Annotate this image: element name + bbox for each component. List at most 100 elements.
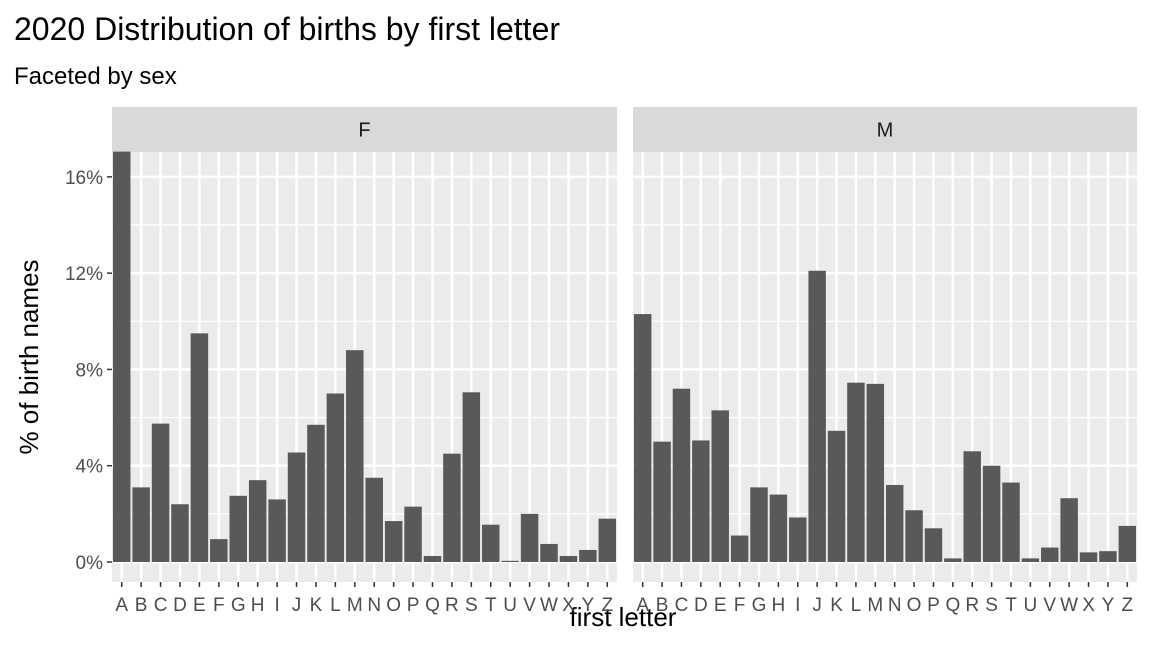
bar-f-r — [443, 453, 461, 562]
bar-f-g — [229, 495, 247, 562]
x-tick-label: C — [154, 595, 168, 616]
bar-f-i — [268, 499, 286, 562]
x-tick-label: M — [867, 595, 883, 616]
x-tick-label: I — [274, 595, 279, 616]
bar-m-j — [808, 270, 826, 562]
bar-f-q — [423, 555, 442, 562]
x-tick-label: F — [213, 595, 225, 616]
x-tick-label: Y — [1102, 595, 1115, 616]
chart-subtitle: Faceted by sex — [14, 63, 177, 90]
bar-f-f — [210, 539, 228, 562]
x-tick-label: X — [1082, 595, 1095, 616]
bar-m-x — [1079, 552, 1098, 562]
x-tick-label: K — [830, 595, 843, 616]
x-tick-label: B — [135, 595, 148, 616]
bar-m-d — [692, 440, 710, 562]
bar-m-f — [730, 535, 749, 562]
y-tick-label: 12% — [65, 264, 103, 285]
bar-f-e — [190, 333, 209, 562]
x-tick-label: D — [173, 595, 187, 616]
x-tick-label: E — [193, 595, 206, 616]
bar-m-q — [944, 558, 962, 562]
y-tick-label: 4% — [76, 457, 104, 478]
bar-m-g — [750, 487, 768, 562]
x-tick-label: R — [445, 595, 459, 616]
bar-m-r — [963, 451, 981, 562]
bar-f-h — [248, 480, 267, 562]
bar-m-h — [769, 494, 788, 562]
x-tick-label: Z — [1122, 595, 1134, 616]
bar-f-j — [287, 452, 306, 562]
y-axis-title: % of birth names — [14, 259, 44, 454]
bar-f-m — [346, 350, 364, 562]
bar-f-d — [171, 504, 189, 562]
bar-f-t — [482, 524, 500, 562]
bar-f-o — [384, 521, 403, 562]
x-tick-label: L — [851, 595, 862, 616]
x-tick-label: I — [795, 595, 800, 616]
bar-m-o — [905, 510, 923, 562]
x-tick-label: O — [386, 595, 401, 616]
y-tick-label: 16% — [65, 168, 103, 189]
bar-f-v — [520, 513, 539, 562]
bar-m-z — [1118, 525, 1137, 562]
x-tick-label: J — [292, 595, 302, 616]
chart-title: 2020 Distribution of births by first let… — [14, 11, 560, 47]
x-tick-label: V — [523, 595, 536, 616]
bar-f-y — [579, 549, 597, 562]
x-tick-label: S — [985, 595, 998, 616]
bar-m-t — [1002, 482, 1020, 562]
x-tick-label: Q — [425, 595, 440, 616]
y-tick-label: 0% — [76, 553, 104, 574]
bar-f-u — [501, 560, 519, 562]
x-tick-label: U — [503, 595, 517, 616]
bar-m-i — [789, 517, 807, 562]
x-tick-label: S — [465, 595, 478, 616]
facet-strip — [112, 107, 617, 152]
bar-m-n — [885, 484, 904, 562]
x-axis-title: first letter — [570, 602, 677, 632]
bar-f-l — [326, 393, 345, 562]
x-tick-label: G — [752, 595, 767, 616]
bar-m-w — [1060, 498, 1078, 562]
plot-area: FA B C D E F G H I J K L M N O P Q R S T U V W X Y ZMA B C D E F G H I J K L… — [65, 107, 1137, 616]
x-tick-label: O — [907, 595, 922, 616]
bar-m-s — [982, 465, 1001, 562]
x-tick-label: B — [656, 595, 669, 616]
x-tick-label: P — [927, 595, 940, 616]
x-tick-label: H — [772, 595, 786, 616]
bar-m-y — [1099, 551, 1117, 562]
x-tick-label: P — [407, 595, 420, 616]
x-tick-label: T — [1005, 595, 1017, 616]
x-tick-label: Q — [945, 595, 960, 616]
bar-m-v — [1041, 547, 1059, 562]
x-tick-label: G — [231, 595, 246, 616]
facet-panel-m: MA B C D E F G H I J K L M N O P Q R S T U V W X Y Z — [633, 107, 1137, 616]
x-tick-label: T — [485, 595, 497, 616]
bar-f-s — [462, 392, 481, 562]
x-tick-label: J — [812, 595, 822, 616]
facet-strip-label: M — [877, 120, 894, 142]
x-tick-label: A — [115, 595, 128, 616]
bar-m-c — [672, 388, 691, 562]
x-tick-label: H — [251, 595, 265, 616]
x-tick-label: M — [347, 595, 363, 616]
bar-f-a — [112, 151, 131, 562]
x-tick-label: W — [1060, 595, 1078, 616]
x-tick-label: F — [734, 595, 746, 616]
bar-m-a — [633, 314, 652, 562]
facet-strip-label: F — [358, 120, 370, 142]
bar-f-w — [540, 543, 558, 562]
bar-f-p — [404, 506, 422, 562]
bar-f-z — [598, 518, 617, 562]
x-tick-label: N — [888, 595, 902, 616]
bar-m-b — [653, 441, 671, 562]
bar-m-e — [711, 410, 729, 562]
x-tick-label: E — [714, 595, 727, 616]
x-tick-label: K — [310, 595, 323, 616]
facet-strip — [633, 107, 1137, 152]
x-tick-label: V — [1043, 595, 1056, 616]
bar-f-x — [559, 555, 578, 562]
y-tick-label: 8% — [76, 360, 104, 381]
bar-m-k — [827, 430, 846, 562]
